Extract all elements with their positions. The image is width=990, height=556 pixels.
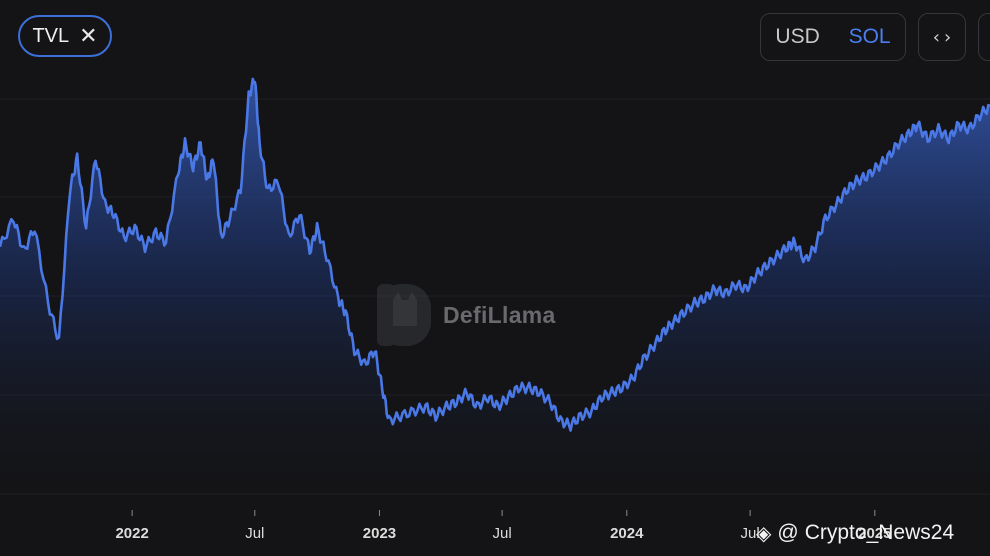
denomination-sol-button[interactable]: SOL: [848, 25, 891, 48]
watermark-text: DefiLlama: [443, 302, 556, 328]
x-tick-label: 2023: [363, 525, 396, 542]
x-tick-label: 2022: [115, 525, 148, 542]
x-tick-label: Jul: [741, 525, 760, 542]
defillama-logo-icon: [377, 284, 431, 346]
x-tick-label: 2025: [858, 525, 891, 542]
tvl-filter-chip[interactable]: TVL ✕: [18, 15, 112, 57]
credit-handle: Crypto_News24: [804, 521, 955, 544]
embed-button[interactable]: ‹›: [918, 13, 966, 61]
code-icon: ‹›: [931, 26, 953, 48]
tvl-series-line: [0, 77, 990, 432]
x-tick-label: 2024: [610, 525, 644, 542]
more-options-button[interactable]: [978, 13, 990, 61]
x-tick-label: Jul: [493, 525, 512, 542]
tvl-area-fill: [0, 78, 990, 511]
x-tick-label: Jul: [245, 525, 264, 542]
close-icon[interactable]: ✕: [79, 23, 98, 48]
tvl-chip-label: TVL: [32, 24, 70, 47]
binance-diamond-icon: ◈: [756, 522, 772, 545]
source-credit: ◈ @ Crypto_News24: [756, 518, 954, 548]
x-axis: 2022 Jul 2023 Jul 2024 Jul 2025: [115, 510, 891, 542]
denomination-toggle[interactable]: USD SOL: [760, 13, 906, 61]
credit-at-symbol: @: [777, 521, 799, 544]
denomination-usd-button[interactable]: USD: [775, 25, 820, 48]
